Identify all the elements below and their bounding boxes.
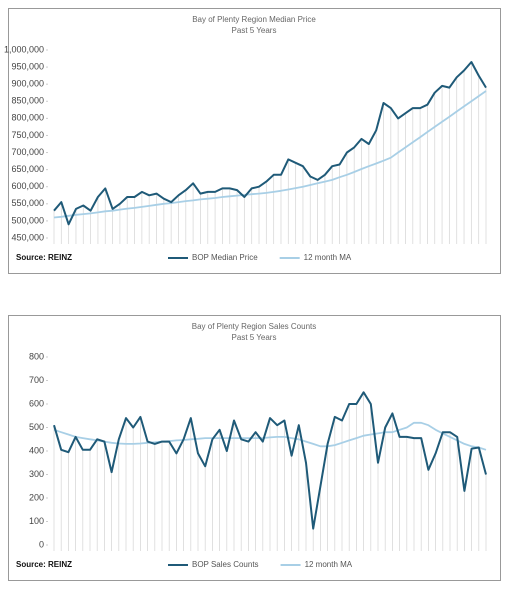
y-tick-label: 500	[29, 422, 44, 432]
y-tick-label: 800,000	[11, 113, 44, 123]
y-tick-label: 950,000	[11, 61, 44, 71]
y-tick-label: 900,000	[11, 79, 44, 89]
y-tick-label: 300	[29, 469, 44, 479]
y-tick-label: 200	[29, 492, 44, 502]
legend-label: 12 month MA	[305, 560, 353, 569]
chart: Bay of Plenty Region Median Price Past 5 …	[4, 8, 501, 274]
y-tick-label: 700	[29, 375, 44, 385]
y-tick-label: 400	[29, 445, 44, 455]
legend-label: BOP Median Price	[192, 253, 258, 262]
y-tick-label: 750,000	[11, 130, 44, 140]
y-tick-label: 800	[29, 351, 44, 361]
y-tick-label: 850,000	[11, 96, 44, 106]
y-tick-label: 0	[39, 539, 44, 549]
chart-subtitle: Past 5 Years	[232, 333, 277, 342]
y-tick-label: 650,000	[11, 164, 44, 174]
chart-frame	[8, 8, 501, 274]
legend-label: BOP Sales Counts	[192, 560, 259, 569]
series-line	[53, 421, 487, 451]
series-line	[53, 90, 487, 219]
y-tick-label: 600	[29, 398, 44, 408]
y-tick-label: 700,000	[11, 147, 44, 157]
source: Source: REINZ	[16, 253, 72, 262]
y-tick-label: 100	[29, 516, 44, 526]
y-tick-label: 500,000	[11, 215, 44, 225]
source: Source: REINZ	[16, 560, 72, 569]
legend-label: 12 month MA	[304, 253, 352, 262]
series-line	[53, 61, 487, 226]
y-tick-label: 600,000	[11, 181, 44, 191]
y-tick-label: 450,000	[11, 232, 44, 242]
series-line	[53, 391, 487, 530]
y-tick-label: 1,000,000	[4, 44, 44, 54]
y-tick-label: 550,000	[11, 198, 44, 208]
chart-subtitle: Past 5 Years	[232, 26, 277, 35]
chart-title: Bay of Plenty Region Median Price	[192, 15, 316, 24]
chart: Bay of Plenty Region Sales Counts Past 5 …	[8, 315, 501, 581]
chart-title: Bay of Plenty Region Sales Counts	[192, 322, 317, 331]
